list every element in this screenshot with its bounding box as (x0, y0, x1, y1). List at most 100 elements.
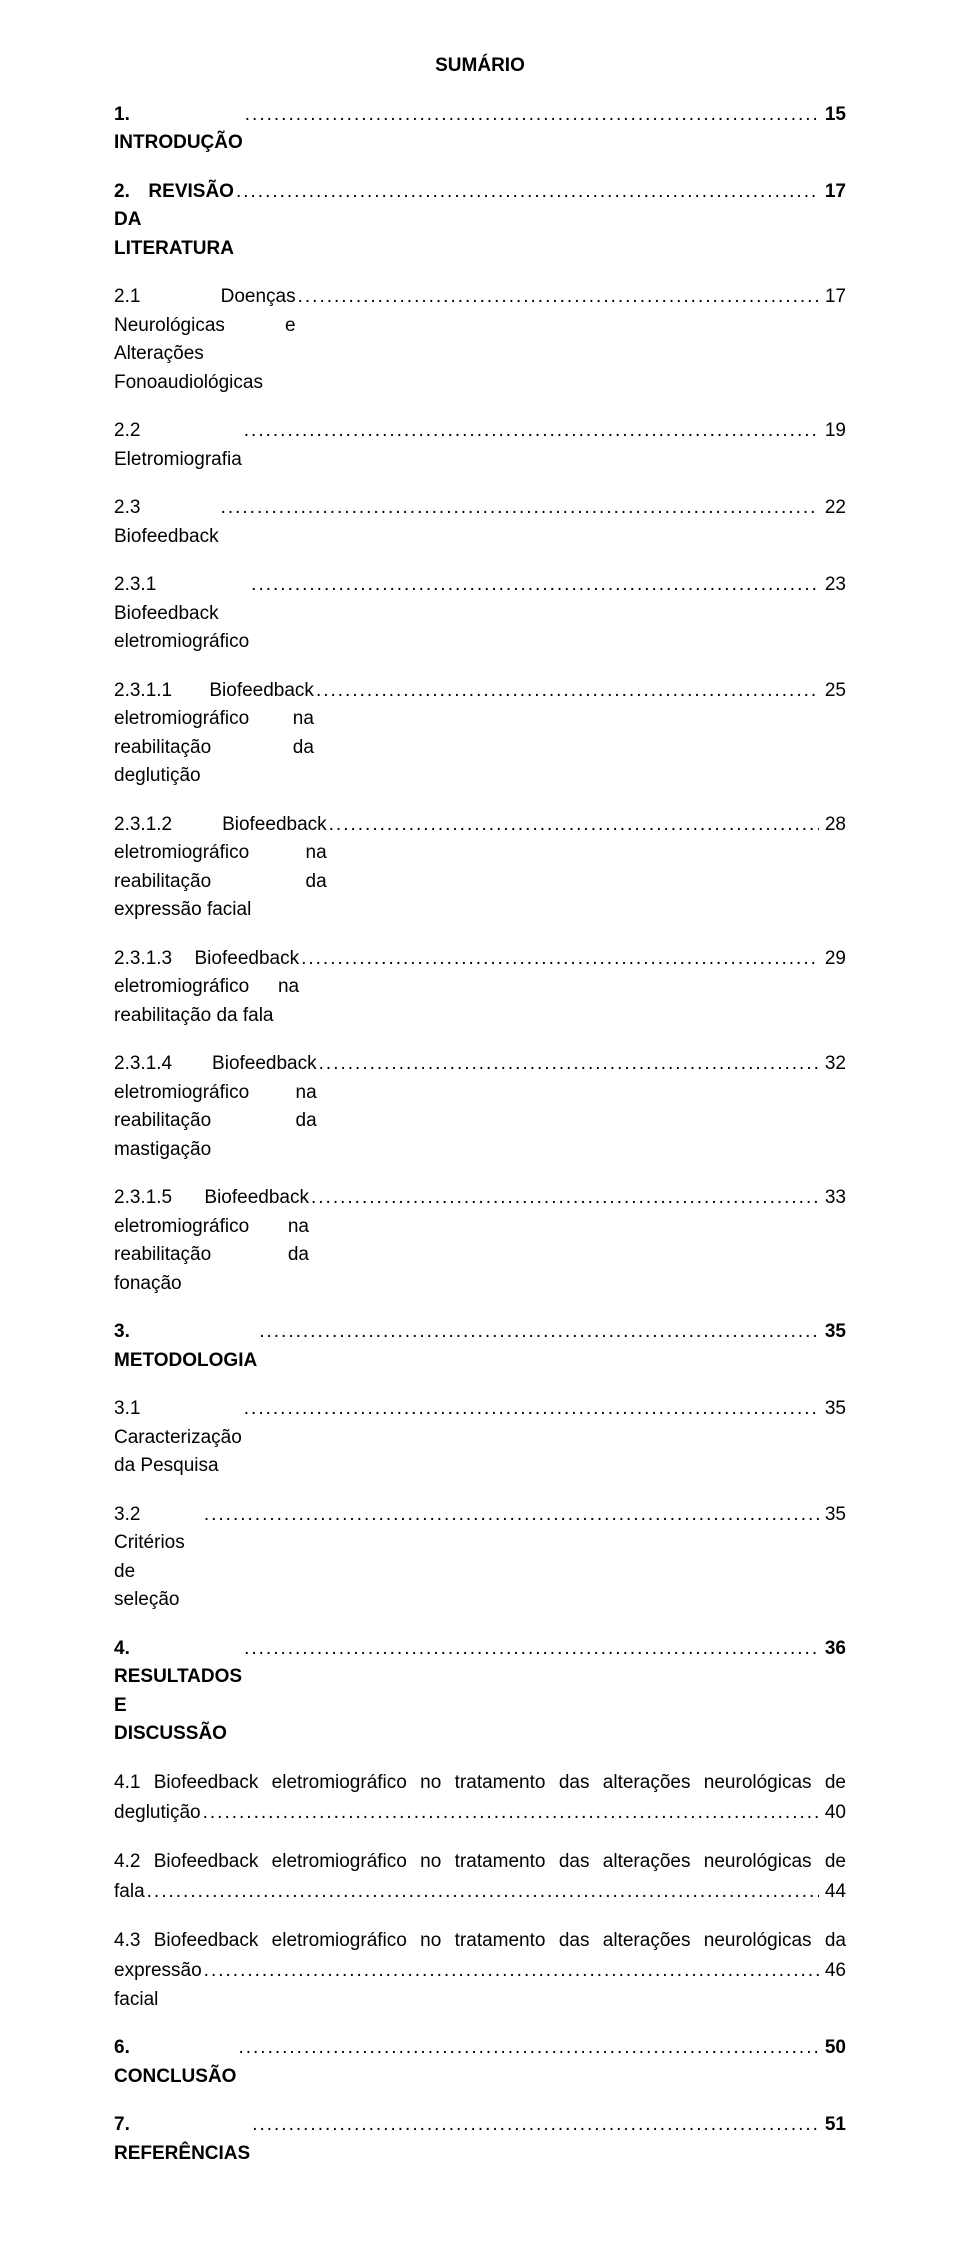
toc-row: 2.2 Eletromiografia 19 (114, 417, 846, 474)
toc-page-number: 44 (821, 1878, 846, 1907)
toc-row: 2.3 Biofeedback 22 (114, 494, 846, 551)
toc-entry: 2.3.1 Biofeedback eletromiográfico 23 (114, 571, 846, 657)
toc-leader-dots (244, 1395, 819, 1424)
toc-row: fala 44 (114, 1878, 846, 1907)
toc-leader-dots (238, 2034, 818, 2063)
toc-label: 2.3.1.1 Biofeedback eletromiográfico na … (114, 677, 314, 791)
toc-entry: 4.3 Biofeedback eletromiográfico no trat… (114, 1927, 846, 2015)
toc-page-number: 25 (821, 677, 846, 706)
toc-entry: 2.3.1.2 Biofeedback eletromiográfico na … (114, 811, 846, 925)
toc-entry: 2.3 Biofeedback 22 (114, 494, 846, 551)
toc-label: expressão facial (114, 1957, 202, 2014)
toc-page-number: 23 (821, 571, 846, 600)
toc-label-line1: 4.2 Biofeedback eletromiográfico no trat… (114, 1848, 846, 1877)
toc-page-number: 17 (821, 283, 846, 312)
toc-row: 2.3.1.3 Biofeedback eletromiográfico na … (114, 945, 846, 1031)
toc-entry: 2.3.1.4 Biofeedback eletromiográfico na … (114, 1050, 846, 1164)
toc-row: 2.3.1 Biofeedback eletromiográfico 23 (114, 571, 846, 657)
toc-entry: 1. INTRODUÇÃO 15 (114, 101, 846, 158)
toc-row: 2.3.1.5 Biofeedback eletromiográfico na … (114, 1184, 846, 1298)
toc-page-number: 33 (821, 1184, 846, 1213)
toc-label: deglutição (114, 1799, 201, 1828)
toc-label: 7. REFERÊNCIAS (114, 2111, 250, 2168)
toc-entry: 3.1 Caracterização da Pesquisa 35 (114, 1395, 846, 1481)
toc-leader-dots (221, 494, 819, 523)
toc-row: deglutição 40 (114, 1799, 846, 1828)
toc-leader-dots (259, 1318, 819, 1347)
toc-label: 3. METODOLOGIA (114, 1318, 257, 1375)
toc-label: 2.3.1.2 Biofeedback eletromiográfico na … (114, 811, 327, 925)
toc-row: 2.3.1.4 Biofeedback eletromiográfico na … (114, 1050, 846, 1164)
table-of-contents: 1. INTRODUÇÃO 15 2. REVISÃO DA LITERATURA… (114, 101, 846, 2169)
toc-leader-dots (311, 1184, 819, 1213)
toc-leader-dots (252, 2111, 819, 2140)
toc-label: 2. REVISÃO DA LITERATURA (114, 178, 234, 264)
toc-entry: 3. METODOLOGIA 35 (114, 1318, 846, 1375)
toc-label: 2.3.1 Biofeedback eletromiográfico (114, 571, 249, 657)
toc-label: 2.3.1.5 Biofeedback eletromiográfico na … (114, 1184, 309, 1298)
toc-page-number: 50 (821, 2034, 846, 2063)
toc-label: 3.1 Caracterização da Pesquisa (114, 1395, 242, 1481)
toc-page-number: 29 (821, 945, 846, 974)
toc-page-number: 46 (821, 1957, 846, 1986)
toc-page-number: 35 (821, 1318, 846, 1347)
toc-row: 1. INTRODUÇÃO 15 (114, 101, 846, 158)
toc-page-number: 51 (821, 2111, 846, 2140)
toc-page-number: 32 (821, 1050, 846, 1079)
toc-label: 2.3.1.4 Biofeedback eletromiográfico na … (114, 1050, 317, 1164)
toc-label: 4. RESULTADOS E DISCUSSÃO (114, 1635, 242, 1749)
toc-label: 2.2 Eletromiografia (114, 417, 242, 474)
toc-page-number: 22 (821, 494, 846, 523)
toc-entry: 2.2 Eletromiografia 19 (114, 417, 846, 474)
toc-leader-dots (245, 101, 819, 130)
toc-leader-dots (244, 417, 819, 446)
toc-leader-dots (236, 178, 819, 207)
toc-page-number: 40 (821, 1799, 846, 1828)
toc-page-number: 17 (821, 178, 846, 207)
toc-page-number: 36 (821, 1635, 846, 1664)
toc-entry: 2. REVISÃO DA LITERATURA 17 (114, 178, 846, 264)
toc-entry: 4. RESULTADOS E DISCUSSÃO 36 (114, 1635, 846, 1749)
toc-leader-dots (298, 283, 819, 312)
toc-leader-dots (316, 677, 819, 706)
document-page: SUMÁRIO 1. INTRODUÇÃO 15 2. REVISÃO DA LI… (0, 0, 960, 2248)
toc-row: 4. RESULTADOS E DISCUSSÃO 36 (114, 1635, 846, 1749)
toc-row: 7. REFERÊNCIAS 51 (114, 2111, 846, 2168)
toc-entry: 2.1 Doenças Neurológicas e Alterações Fo… (114, 283, 846, 397)
toc-leader-dots (204, 1501, 819, 1530)
toc-leader-dots (204, 1957, 819, 1986)
toc-leader-dots (244, 1635, 819, 1664)
toc-leader-dots (203, 1799, 819, 1828)
toc-label: 2.1 Doenças Neurológicas e Alterações Fo… (114, 283, 296, 397)
toc-entry: 7. REFERÊNCIAS 51 (114, 2111, 846, 2168)
toc-entry: 2.3.1.1 Biofeedback eletromiográfico na … (114, 677, 846, 791)
toc-leader-dots (329, 811, 819, 840)
toc-leader-dots (301, 945, 819, 974)
toc-leader-dots (147, 1878, 819, 1907)
toc-page-number: 28 (821, 811, 846, 840)
toc-row: expressão facial 46 (114, 1957, 846, 2014)
toc-label-line1: 4.3 Biofeedback eletromiográfico no trat… (114, 1927, 846, 1956)
toc-label: 2.3 Biofeedback (114, 494, 219, 551)
toc-row: 3.2 Critérios de seleção 35 (114, 1501, 846, 1615)
page-title: SUMÁRIO (114, 52, 846, 81)
toc-row: 6. CONCLUSÃO 50 (114, 2034, 846, 2091)
toc-row: 2.3.1.1 Biofeedback eletromiográfico na … (114, 677, 846, 791)
toc-label: 1. INTRODUÇÃO (114, 101, 243, 158)
toc-page-number: 15 (821, 101, 846, 130)
toc-entry: 4.2 Biofeedback eletromiográfico no trat… (114, 1848, 846, 1907)
toc-label: 3.2 Critérios de seleção (114, 1501, 202, 1615)
toc-entry: 2.3.1.5 Biofeedback eletromiográfico na … (114, 1184, 846, 1298)
toc-page-number: 19 (821, 417, 846, 446)
toc-leader-dots (251, 571, 819, 600)
toc-row: 3. METODOLOGIA 35 (114, 1318, 846, 1375)
toc-label: 2.3.1.3 Biofeedback eletromiográfico na … (114, 945, 299, 1031)
toc-row: 2. REVISÃO DA LITERATURA 17 (114, 178, 846, 264)
toc-row: 3.1 Caracterização da Pesquisa 35 (114, 1395, 846, 1481)
toc-entry: 2.3.1.3 Biofeedback eletromiográfico na … (114, 945, 846, 1031)
toc-page-number: 35 (821, 1395, 846, 1424)
toc-entry: 4.1 Biofeedback eletromiográfico no trat… (114, 1769, 846, 1828)
toc-page-number: 35 (821, 1501, 846, 1530)
toc-leader-dots (319, 1050, 819, 1079)
toc-row: 2.1 Doenças Neurológicas e Alterações Fo… (114, 283, 846, 397)
